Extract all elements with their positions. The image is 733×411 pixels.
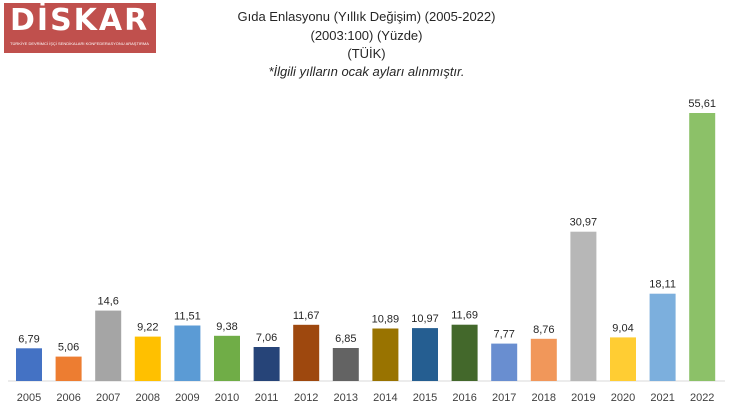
data-label-2010: 9,38: [216, 321, 237, 333]
bar-2012: [293, 324, 320, 381]
chart-subtitle-source: (TÜİK): [347, 46, 386, 61]
data-label-2006: 5,06: [58, 342, 79, 354]
bar-2022: [689, 113, 716, 381]
data-label-2015: 10,97: [411, 313, 439, 325]
x-tick-label-2012: 2012: [294, 392, 318, 404]
data-label-2022: 55,61: [688, 98, 716, 110]
chart-note: *İlgili yılların ocak ayları alınmıştır.: [268, 64, 465, 79]
x-tick-label-2022: 2022: [690, 392, 714, 404]
x-tick-label-2016: 2016: [452, 392, 476, 404]
bar-2011: [253, 347, 280, 381]
bar-2009: [174, 325, 201, 381]
x-tick-label-2020: 2020: [611, 392, 635, 404]
bar-2020: [610, 337, 636, 381]
x-tick-label-2009: 2009: [175, 392, 199, 404]
logo-subtitle: TÜRKİYE DEVRİMCİ İŞÇİ SENDİKALARI KONFED…: [10, 41, 150, 46]
bar-2017: [491, 343, 518, 381]
chart-subtitle-base: (2003:100) (Yüzde): [310, 28, 423, 43]
x-tick-label-2008: 2008: [136, 392, 160, 404]
bar-2016: [451, 324, 478, 381]
bar-2013: [332, 348, 359, 381]
data-label-2017: 7,77: [493, 329, 514, 341]
bar-2019: [570, 231, 597, 381]
data-label-2007: 14,6: [97, 296, 118, 308]
bar-2008: [134, 336, 161, 381]
bar-2021: [649, 293, 676, 381]
x-tick-label-2011: 2011: [255, 392, 279, 404]
logo-text: DİSKAR: [10, 3, 150, 38]
x-tick-label-2017: 2017: [492, 392, 516, 404]
data-label-2018: 8,76: [533, 324, 554, 336]
x-tick-label-2018: 2018: [532, 392, 556, 404]
data-label-2011: 7,06: [256, 332, 277, 344]
x-tick-label-2015: 2015: [413, 392, 437, 404]
data-label-2020: 9,04: [612, 322, 633, 334]
x-tick-label-2006: 2006: [56, 392, 80, 404]
data-label-2005: 6,79: [18, 333, 39, 345]
bar-2006: [55, 356, 82, 381]
data-label-2013: 6,85: [335, 333, 356, 345]
data-label-2014: 10,89: [372, 314, 400, 326]
data-label-2019: 30,97: [570, 217, 598, 229]
diskar-logo: DİSKAR TÜRKİYE DEVRİMCİ İŞÇİ SENDİKALARI…: [4, 3, 156, 53]
bar-2014: [372, 328, 399, 381]
bar-2005: [16, 348, 42, 381]
x-tick-label-2019: 2019: [571, 392, 595, 404]
x-tick-label-2005: 2005: [17, 392, 41, 404]
bar-2007: [95, 310, 122, 381]
x-tick-label-2014: 2014: [373, 392, 397, 404]
x-tick-label-2010: 2010: [215, 392, 239, 404]
x-tick-label-2021: 2021: [650, 392, 674, 404]
data-label-2008: 9,22: [137, 322, 158, 334]
data-label-2021: 18,11: [649, 279, 676, 291]
data-label-2009: 11,51: [174, 311, 201, 323]
bar-2010: [214, 335, 240, 381]
data-label-2012: 11,67: [293, 310, 320, 322]
x-tick-label-2013: 2013: [334, 392, 358, 404]
x-tick-label-2007: 2007: [96, 392, 120, 404]
data-label-2016: 11,69: [451, 310, 478, 322]
bar-2018: [530, 338, 557, 381]
chart-title: Gıda Enlasyonu (Yıllık Değişim) (2005-20…: [237, 9, 496, 24]
bar-2015: [412, 328, 438, 381]
